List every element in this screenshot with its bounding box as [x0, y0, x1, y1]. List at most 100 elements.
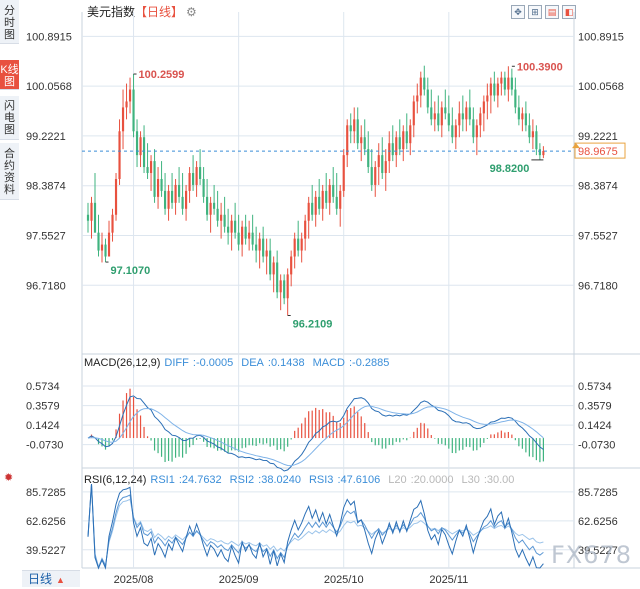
candle-body: [199, 167, 202, 179]
chevron-up-icon: ▲: [56, 575, 65, 585]
candle-body: [97, 232, 100, 251]
candle-body: [300, 238, 303, 251]
candle-body: [489, 83, 492, 96]
candle-body: [496, 83, 499, 96]
y-tick-label-left: 96.7180: [26, 280, 66, 292]
candle-body: [255, 244, 258, 251]
zoom-in-icon[interactable]: ⊞: [528, 5, 542, 19]
candle-body: [479, 113, 482, 126]
macd-y-tick-right: -0.0730: [578, 440, 615, 452]
candle-body: [304, 220, 307, 239]
last-price-label: 98.9675: [578, 146, 618, 158]
period-selector-label: 日线: [28, 572, 53, 586]
zoom-out-icon[interactable]: ▤: [545, 5, 559, 19]
candle-body: [507, 77, 510, 90]
last-price-box: [574, 142, 626, 159]
candle-body: [177, 184, 181, 197]
period-label: 【日线】: [135, 5, 184, 19]
candle-body: [174, 184, 177, 203]
candle-body: [370, 167, 373, 185]
candle-body: [384, 161, 387, 174]
candle-body: [363, 137, 366, 150]
macd-y-tick-left: 0.3579: [26, 401, 60, 413]
rsi1-line: [87, 483, 544, 570]
y-tick-label-left: 99.2221: [26, 131, 66, 143]
candle-body: [356, 119, 359, 144]
candle-body: [395, 137, 398, 156]
tab-kline[interactable]: K线图: [0, 60, 19, 90]
y-tick-label-left: 98.3874: [26, 181, 66, 193]
fullscreen-icon[interactable]: ◧: [562, 5, 576, 19]
candle-body: [381, 155, 384, 174]
candle-body: [377, 155, 380, 168]
candle-body: [139, 137, 142, 156]
candle-body: [290, 256, 293, 275]
candle-body: [181, 196, 184, 209]
candle-body: [184, 190, 188, 209]
move-icon[interactable]: ✥: [511, 5, 525, 19]
candle-body: [391, 143, 394, 156]
tab-label: K线图: [0, 64, 19, 88]
candle-body: [412, 101, 415, 126]
candle-body: [353, 119, 356, 132]
candle-body: [360, 137, 363, 144]
candle-body: [209, 202, 212, 215]
extreme-label: 98.8200: [490, 163, 530, 175]
y-tick-label-left: 100.0568: [26, 81, 72, 93]
y-tick-label-right: 99.2221: [578, 131, 618, 143]
candle-body: [349, 125, 352, 132]
candle-body: [521, 113, 524, 120]
rsi3-line: [87, 483, 544, 569]
rsi-l20: L20:20.0000: [388, 474, 454, 486]
candle-body: [328, 184, 331, 203]
macd-dea-line: [87, 405, 544, 467]
settings-icon[interactable]: ⚙: [186, 5, 197, 19]
candle-body: [118, 131, 121, 179]
candle-body: [419, 77, 422, 96]
tab-label: 合约资料: [4, 148, 15, 196]
extreme-label: 96.2109: [293, 318, 333, 330]
indicator-settings-icon[interactable]: ✹: [4, 472, 14, 484]
price-marker-icon: [572, 143, 580, 149]
macd-diff-line: [87, 395, 544, 472]
candle-body: [538, 149, 541, 156]
candle-body: [531, 131, 534, 138]
macd-y-tick-left: 0.5734: [26, 381, 60, 393]
candle-body: [230, 220, 233, 233]
macd-y-tick-right: 0.1424: [578, 420, 612, 432]
macd-dea: DEA:0.1438: [241, 357, 305, 369]
macd-y-tick-left: 0.1424: [26, 420, 60, 432]
candle-body: [451, 125, 454, 138]
tab-flash[interactable]: 闪电图: [0, 96, 19, 140]
y-tick-label-right: 97.5527: [578, 230, 618, 242]
candle-body: [339, 190, 342, 209]
chart-toolbar: ✥ ⊞ ▤ ◧: [508, 2, 576, 19]
candle-body: [500, 77, 503, 84]
candle-body: [314, 196, 317, 215]
macd-value: MACD:-0.2885: [312, 357, 390, 369]
period-selector[interactable]: 日线 ▲: [22, 570, 80, 587]
candle-body: [311, 202, 314, 215]
candle-body: [447, 113, 450, 126]
tab-contract-info[interactable]: 合约资料: [0, 143, 19, 200]
candle-body: [121, 107, 125, 132]
candle-body: [132, 89, 135, 132]
candle-body: [160, 178, 163, 191]
rsi-y-tick-right: 62.6256: [578, 516, 618, 528]
macd-y-tick-right: 0.3579: [578, 401, 612, 413]
candle-body: [216, 208, 219, 221]
rsi-y-tick-left: 62.6256: [26, 516, 66, 528]
candle-body: [367, 149, 370, 168]
candle-body: [433, 113, 436, 120]
y-tick-label-left: 97.5527: [26, 230, 66, 242]
candle-body: [192, 173, 195, 185]
rsi1: RSI1:24.7632: [150, 474, 222, 486]
tab-timeshare[interactable]: 分时图: [0, 0, 19, 44]
candle-body: [486, 95, 489, 102]
candle-body: [272, 262, 275, 275]
candle-body: [114, 178, 118, 215]
candle-body: [475, 125, 478, 138]
macd-y-tick-left: -0.0730: [26, 440, 63, 452]
candle-body: [342, 155, 345, 191]
candle-body: [93, 202, 97, 233]
